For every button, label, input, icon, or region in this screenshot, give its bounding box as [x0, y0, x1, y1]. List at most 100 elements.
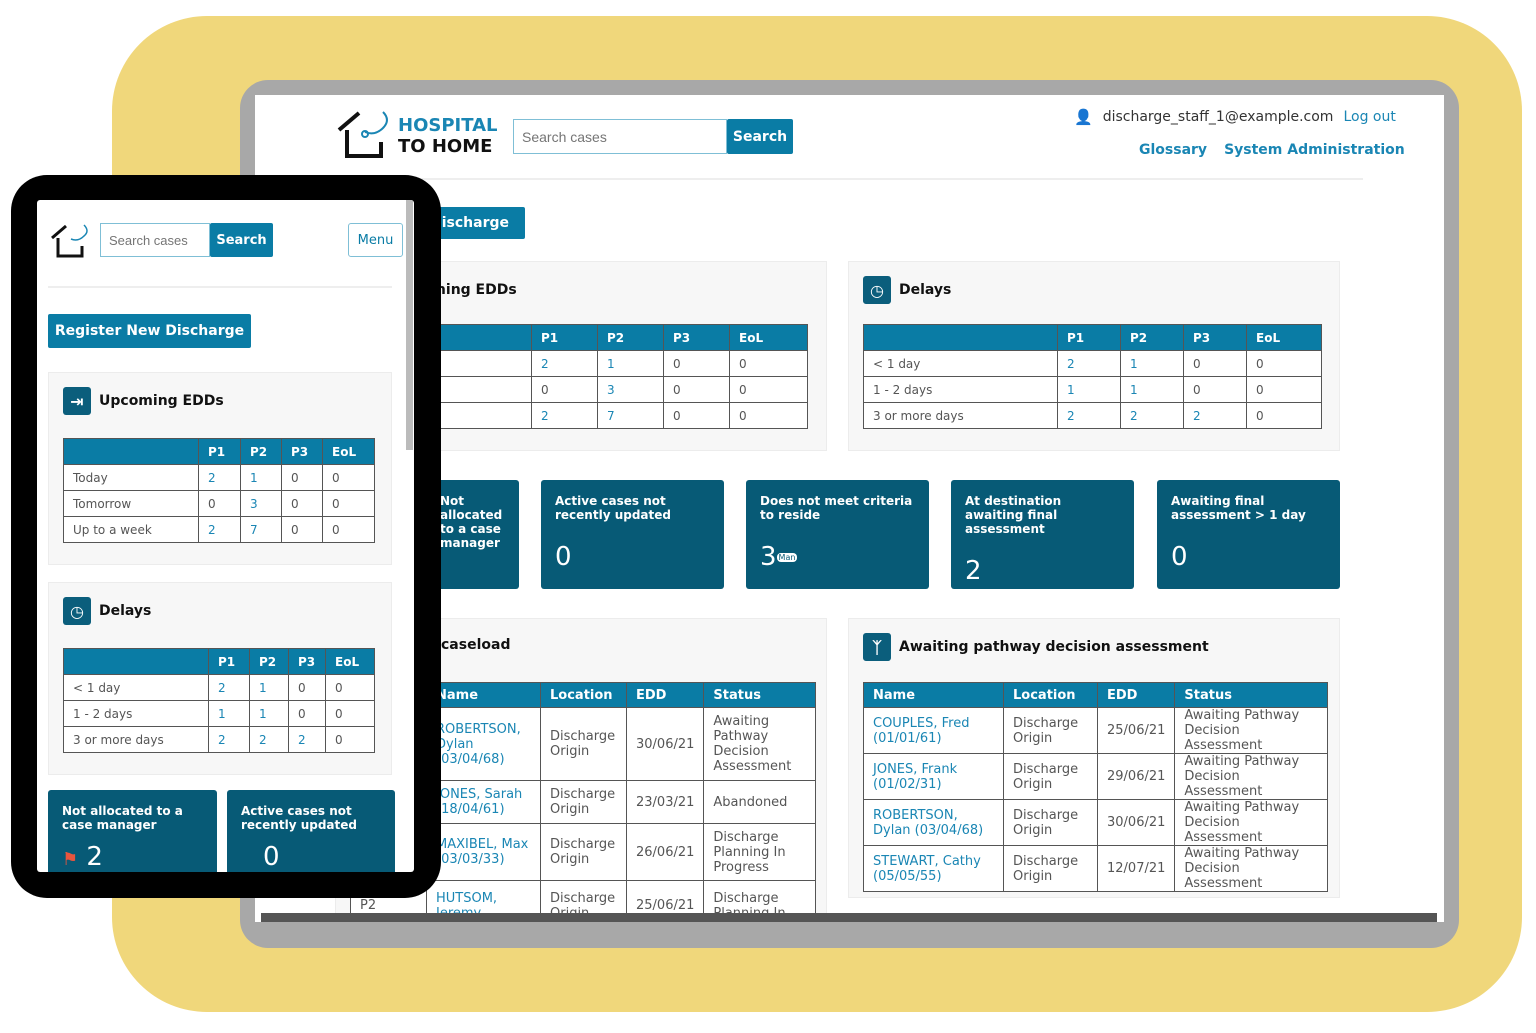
table-cell: 3 or more days — [63, 726, 209, 753]
table-cell: Discharge Origin — [540, 780, 627, 824]
search-button[interactable]: Search — [727, 119, 793, 154]
search-input[interactable] — [100, 223, 210, 257]
cell-link[interactable]: 2 — [1120, 402, 1184, 429]
cell-link[interactable]: 2 — [1183, 402, 1247, 429]
column-header: EoL — [322, 438, 375, 465]
cell-link[interactable]: JONES, Frank (01/02/31) — [863, 753, 1004, 800]
tile-active-not-updated[interactable]: Active cases not recently updated 0 — [227, 790, 395, 872]
delays-panel: ◷ Delays P1 P2 P3 EoL < 1 day 2 1 0 0 1 - 2 days 1 1… — [848, 261, 1340, 451]
tile-title: Does not meet criteria to reside — [760, 494, 913, 522]
tile[interactable]: Active cases not recently updated 0 — [541, 480, 724, 589]
cell-link[interactable]: 2 — [198, 516, 241, 543]
pathway-split-icon: ᛉ — [863, 633, 891, 661]
cell-link[interactable]: 2 — [198, 464, 241, 491]
logout-link[interactable]: Log out — [1343, 109, 1396, 125]
house-stethoscope-icon — [51, 224, 88, 258]
tile-value: 0 — [1171, 542, 1188, 572]
cell-link[interactable]: 1 — [1120, 376, 1184, 403]
table-cell: 0 — [198, 490, 241, 517]
user-email: discharge_staff_1@example.com — [1102, 109, 1334, 125]
flag-icon: ⚑ — [62, 849, 79, 870]
table-row: < 1 day 2 1 0 0 — [863, 350, 1322, 377]
tile-not-allocated[interactable]: Not allocated to a case manager ⚑ 2 — [48, 790, 217, 872]
cell-link[interactable]: 2 — [1057, 402, 1121, 429]
tile-title: Active cases not recently updated — [555, 494, 671, 522]
cell-link[interactable]: 7 — [597, 402, 664, 429]
column-header: P3 — [288, 648, 326, 675]
table-cell: 3 or more days — [863, 402, 1058, 429]
scrollbar-vertical[interactable] — [406, 200, 413, 450]
panel-title: Upcoming EDDs — [99, 393, 224, 409]
cell-link[interactable]: 2 — [531, 402, 598, 429]
tile[interactable]: Does not meet criteria to reside 3 Man — [746, 480, 929, 589]
cell-link[interactable]: 2 — [249, 726, 289, 753]
table-cell: 0 — [663, 402, 730, 429]
table-cell: 0 — [1246, 350, 1322, 377]
tile-value: 0 — [555, 542, 572, 572]
table-cell: Awaiting Pathway Decision Assessment — [703, 707, 817, 781]
table-cell: 0 — [729, 376, 808, 403]
column-header: P1 — [208, 648, 250, 675]
tile-title: At destination awaiting final assessment — [965, 494, 1062, 536]
cell-link[interactable]: 3 — [240, 490, 282, 517]
cell-link[interactable]: 2 — [1057, 350, 1121, 377]
table-cell: 1 - 2 days — [63, 700, 209, 727]
cell-link[interactable]: 2 — [208, 726, 250, 753]
panel-title: Delays — [899, 282, 952, 298]
table-cell: 0 — [663, 350, 730, 377]
cell-link[interactable]: 2 — [531, 350, 598, 377]
clock-alert-icon: ◷ — [63, 597, 91, 625]
cell-link[interactable]: 2 — [288, 726, 326, 753]
table-cell: 0 — [322, 516, 375, 543]
column-header: P1 — [1057, 324, 1121, 351]
cell-link[interactable]: MAXIBEL, Max (03/03/33) — [426, 823, 541, 881]
cell-link[interactable]: 1 — [240, 464, 282, 491]
system-administration-link[interactable]: System Administration — [1224, 142, 1405, 158]
scrollbar-horizontal[interactable] — [261, 913, 1437, 922]
logo[interactable]: HOSPITAL TO HOME — [337, 108, 498, 158]
column-header: EoL — [1246, 324, 1322, 351]
cell-link[interactable]: 3 — [597, 376, 664, 403]
cell-link[interactable]: 1 — [597, 350, 664, 377]
cell-link[interactable]: 1 — [249, 674, 289, 701]
column-header: Status — [1174, 682, 1329, 708]
cell-link[interactable]: ROBERTSON, Dylan (03/04/68) — [426, 707, 541, 781]
delays-panel: ◷ Delays P1 P2 P3 EoL < 1 day 2 1 0 0 1 - 2 days 1 1… — [48, 582, 392, 775]
table-cell: 30/06/21 — [1096, 799, 1176, 846]
glossary-link[interactable]: Glossary — [1139, 142, 1208, 158]
column-header: Status — [703, 682, 817, 708]
cell-link[interactable]: 7 — [240, 516, 282, 543]
cell-link[interactable]: 2 — [208, 674, 250, 701]
cell-link[interactable]: 1 — [208, 700, 250, 727]
column-header: P2 — [1120, 324, 1184, 351]
user-icon: 👤 — [1074, 108, 1093, 126]
table-cell: 0 — [1183, 350, 1247, 377]
table-header-row: P1 P2 P3 EoL — [63, 648, 375, 675]
cell-link[interactable]: 1 — [1057, 376, 1121, 403]
tile-value-wrap: 0 — [555, 542, 710, 572]
column-header: P1 — [531, 324, 598, 351]
cell-link[interactable]: STEWART, Cathy (05/05/55) — [863, 845, 1004, 892]
search-button[interactable]: Search — [210, 223, 273, 257]
table-cell: 0 — [325, 726, 375, 753]
tablet-screen: Search Menu Register New Discharge ⇥ Upco… — [37, 200, 414, 872]
register-new-discharge-button[interactable]: Register New Discharge — [48, 314, 251, 348]
table-cell: 0 — [288, 674, 326, 701]
table-cell: Awaiting Pathway Decision Assessment — [1174, 845, 1329, 892]
table-cell: Awaiting Pathway Decision Assessment — [1174, 753, 1329, 800]
menu-button[interactable]: Menu — [348, 223, 403, 257]
search-input[interactable] — [513, 119, 727, 154]
cell-link[interactable]: JONES, Sarah (18/04/61) — [426, 780, 541, 824]
tile[interactable]: At destination awaiting final assessment… — [951, 480, 1134, 589]
cell-link[interactable]: ROBERTSON, Dylan (03/04/68) — [863, 799, 1004, 846]
table-cell: Discharge Origin — [540, 707, 627, 781]
tile-value-wrap: 2 — [965, 556, 1120, 586]
table-cell: 0 — [729, 350, 808, 377]
cell-link[interactable]: 1 — [1120, 350, 1184, 377]
cell-link[interactable]: COUPLES, Fred (01/01/61) — [863, 707, 1004, 754]
tile[interactable]: Awaiting final assessment > 1 day 0 — [1157, 480, 1340, 589]
cell-link[interactable]: 1 — [249, 700, 289, 727]
